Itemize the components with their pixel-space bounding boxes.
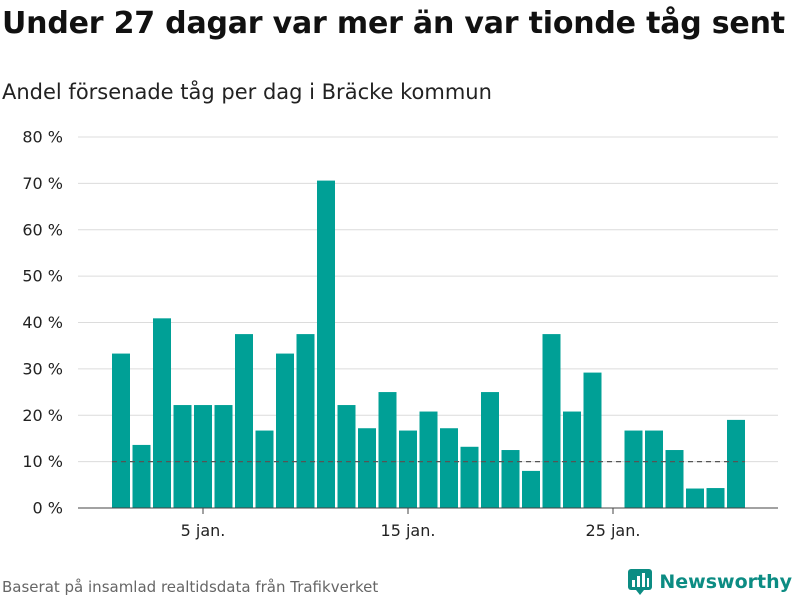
brand-logo: Newsworthy [627,568,792,596]
y-axis-labels: 0 % 10 % 20 % 30 % 40 % 50 % 60 % 70 % 80 % [22,128,63,518]
chart-subtitle: Andel försenade tåg per dag i Bräcke kom… [2,80,492,104]
bar [296,334,315,508]
bar [624,430,643,508]
bar [419,411,438,508]
bar [522,470,540,508]
bar [255,430,274,508]
x-tick-label: 25 jan. [586,521,641,540]
bar [645,430,663,508]
bar [235,334,253,508]
brand-name: Newsworthy [659,571,792,593]
source-note: Baserat på insamlad realtidsdata från Tr… [2,578,379,596]
bar [399,430,417,508]
bar [276,353,294,508]
y-tick-label: 30 % [22,359,63,378]
bar [358,428,376,508]
bar [194,405,212,508]
bar [665,450,684,508]
bar [460,446,479,508]
bar [317,180,335,508]
bar [727,419,745,508]
bar [542,334,561,508]
newsworthy-logo-icon [628,569,653,595]
bar [378,392,397,508]
bar [563,411,581,508]
y-tick-label: 20 % [22,406,63,425]
y-tick-label: 0 % [33,499,63,518]
bar [501,450,520,508]
x-tick-label: 5 jan. [181,521,226,540]
bar [173,405,192,508]
x-tick-label: 15 jan. [381,521,436,540]
bar [481,392,499,508]
bar [337,405,356,508]
bar [440,428,458,508]
y-tick-label: 40 % [22,313,63,332]
grid-lines [78,136,778,463]
y-tick-label: 50 % [22,267,63,286]
y-tick-label: 60 % [22,220,63,239]
bar [583,372,602,508]
y-tick-label: 10 % [22,452,63,471]
bars [112,180,745,508]
bar [706,488,725,508]
bar [686,488,704,508]
y-tick-label: 70 % [22,174,63,193]
bar [214,405,233,508]
bar [112,353,130,508]
bar [132,444,151,508]
y-tick-label: 80 % [22,128,63,147]
bar-chart: 0 % 10 % 20 % 30 % 40 % 50 % 60 % 70 % 80 % 5 ja… [22,128,778,540]
x-axis: 5 jan. 15 jan. 25 jan. [78,507,778,540]
chart-title: Under 27 dagar var mer än var tionde tåg… [2,6,785,41]
bar [153,318,171,508]
